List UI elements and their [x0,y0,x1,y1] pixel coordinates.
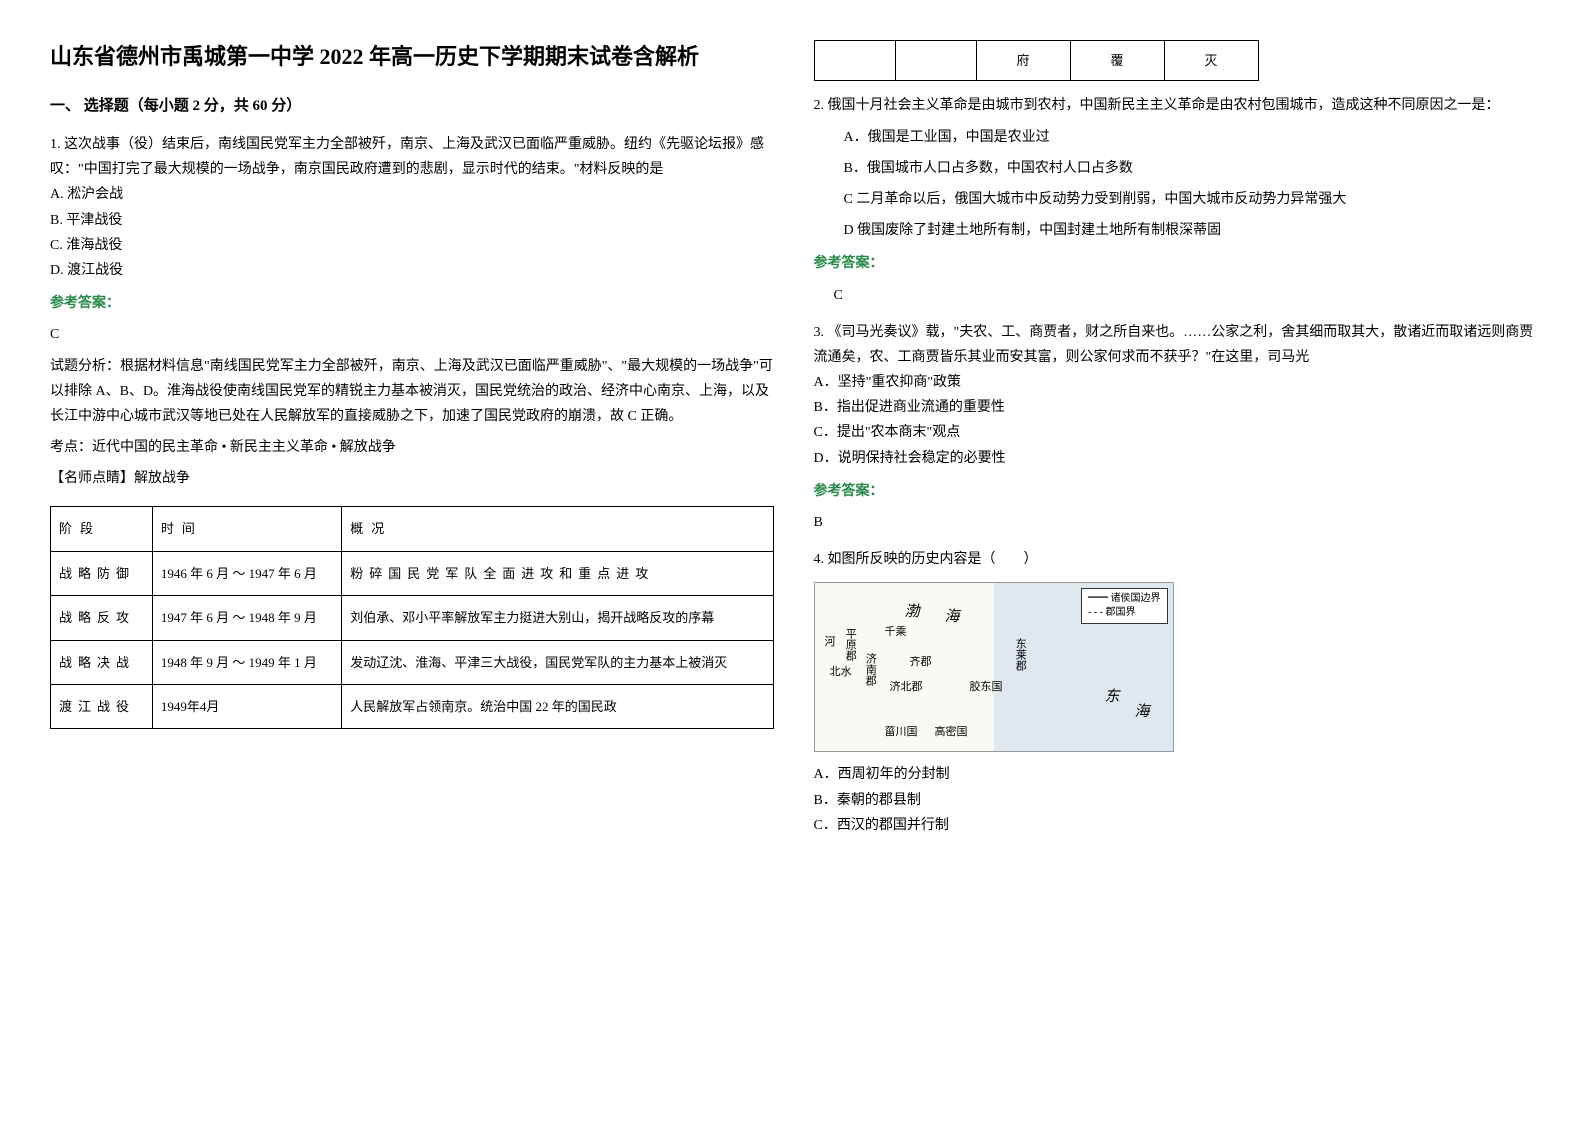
q2-option-a: A．俄国是工业国，中国是农业过 [814,125,1538,150]
map-label: 平原郡 [840,628,860,661]
map-label: 高密国 [935,723,968,743]
q1-analysis: 试题分析：根据材料信息"南线国民党军主力全部被歼，南京、上海及武汉已面临严重威胁… [50,354,774,430]
page-title: 山东省德州市禹城第一中学 2022 年高一历史下学期期末试卷含解析 [50,40,774,73]
map-label: 海 [945,603,960,630]
q1-option-b: B. 平津战役 [50,208,774,233]
answer-label: 参考答案： [50,291,774,316]
map-label: 济南郡 [860,653,880,686]
map-label: 渤 [905,598,920,625]
cell: 战略反攻 [51,596,153,640]
map-figure: ━━ 诸侯国边界 - - - 郡国界 渤 海 东 海 河 平原郡 千乘 济南郡 … [814,582,1174,752]
question-4: 4. 如图所反映的历史内容是（ ） ━━ 诸侯国边界 - - - 郡国界 渤 海… [814,547,1538,838]
q3-stem: 3. 《司马光奏议》载，"夫农、工、商贾者，财之所自来也。……公家之利，舍其细而… [814,320,1538,370]
map-label: 菑川国 [885,723,918,743]
q3-answer: B [814,510,1538,535]
q3-option-b: B．指出促进商业流通的重要性 [814,395,1538,420]
th-summary: 概况 [342,507,773,551]
section-heading: 一、 选择题（每小题 2 分，共 60 分） [50,93,774,120]
cell: 灭 [1164,41,1258,81]
phases-table: 阶段 时间 概况 战略防御 1946 年 6 月 ～ 1947 年 6 月 粉碎… [50,506,774,729]
cell [814,41,895,81]
continuation-table: 府 覆 灭 [814,40,1259,81]
cell: 刘伯承、邓小平率解放军主力挺进大别山，揭开战略反攻的序幕 [342,596,773,640]
table-row: 渡江战役 1949年4月 人民解放军占领南京。统治中国 22 年的国民政 [51,685,774,729]
table-row: 战略防御 1946 年 6 月 ～ 1947 年 6 月 粉碎国民党军队全面进攻… [51,551,774,595]
cell: 府 [976,41,1070,81]
q4-option-a: A．西周初年的分封制 [814,762,1538,787]
map-label: 东 [1105,683,1120,710]
question-2: 2. 俄国十月社会主义革命是由城市到农村，中国新民主主义革命是由农村包围城市，造… [814,93,1538,307]
q2-option-b: B．俄国城市人口占多数，中国农村人口占多数 [814,156,1538,181]
table-row: 府 覆 灭 [814,41,1258,81]
q3-option-d: D．说明保持社会稳定的必要性 [814,446,1538,471]
table-row: 战略反攻 1947 年 6 月 ～ 1948 年 9 月 刘伯承、邓小平率解放军… [51,596,774,640]
q4-option-c: C．西汉的郡国并行制 [814,813,1538,838]
question-3: 3. 《司马光奏议》载，"夫农、工、商贾者，财之所自来也。……公家之利，舍其细而… [814,320,1538,536]
q1-stem: 1. 这次战事（役）结束后，南线国民党军主力全部被歼，南京、上海及武汉已面临严重… [50,132,774,182]
q4-option-b: B．秦朝的郡县制 [814,788,1538,813]
q1-kaodian: 考点：近代中国的民主革命 • 新民主主义革命 • 解放战争 [50,435,774,460]
q1-answer: C [50,322,774,347]
map-label: 北水 [830,663,852,683]
q4-stem: 4. 如图所反映的历史内容是（ ） [814,547,1538,572]
cell: 粉碎国民党军队全面进攻和重点进攻 [342,551,773,595]
q2-answer: C [814,283,1538,308]
map-label: 河 [825,633,836,653]
cell: 战略决战 [51,640,153,684]
q1-option-c: C. 淮海战役 [50,233,774,258]
cell: 1947 年 6 月 ～ 1948 年 9 月 [152,596,341,640]
q2-option-d: D 俄国废除了封建土地所有制，中国封建土地所有制根深蒂固 [814,218,1538,243]
q2-option-c: C 二月革命以后，俄国大城市中反动势力受到削弱，中国大城市反动势力异常强大 [814,187,1538,212]
table-row: 阶段 时间 概况 [51,507,774,551]
cell: 1946 年 6 月 ～ 1947 年 6 月 [152,551,341,595]
answer-label: 参考答案： [814,479,1538,504]
map-label: 胶东国 [970,678,1003,698]
q2-stem: 2. 俄国十月社会主义革命是由城市到农村，中国新民主主义革命是由农村包围城市，造… [814,93,1538,118]
cell: 1949年4月 [152,685,341,729]
map-legend: ━━ 诸侯国边界 - - - 郡国界 [1081,588,1168,624]
map-label: 海 [1135,698,1150,725]
q1-option-d: D. 渡江战役 [50,258,774,283]
cell [895,41,976,81]
map-label: 齐郡 [910,653,932,673]
table-row: 战略决战 1948 年 9 月 ～ 1949 年 1 月 发动辽沈、淮海、平津三… [51,640,774,684]
th-phase: 阶段 [51,507,153,551]
legend-item: - - - 郡国界 [1088,606,1161,620]
q3-option-a: A．坚持"重农抑商"政策 [814,370,1538,395]
legend-item: ━━ 诸侯国边界 [1088,592,1161,606]
cell: 人民解放军占领南京。统治中国 22 年的国民政 [342,685,773,729]
q1-mingshi: 【名师点睛】解放战争 [50,466,774,491]
th-time: 时间 [152,507,341,551]
q1-option-a: A. 淞沪会战 [50,182,774,207]
cell: 覆 [1070,41,1164,81]
cell: 发动辽沈、淮海、平津三大战役，国民党军队的主力基本上被消灭 [342,640,773,684]
map-label: 济北郡 [890,678,923,698]
cell: 渡江战役 [51,685,153,729]
cell: 1948 年 9 月 ～ 1949 年 1 月 [152,640,341,684]
q3-option-c: C．提出"农本商末"观点 [814,420,1538,445]
map-label: 东莱郡 [1010,638,1030,671]
map-label: 千乘 [885,623,907,643]
answer-label: 参考答案： [814,251,1538,276]
question-1: 1. 这次战事（役）结束后，南线国民党军主力全部被歼，南京、上海及武汉已面临严重… [50,132,774,491]
cell: 战略防御 [51,551,153,595]
